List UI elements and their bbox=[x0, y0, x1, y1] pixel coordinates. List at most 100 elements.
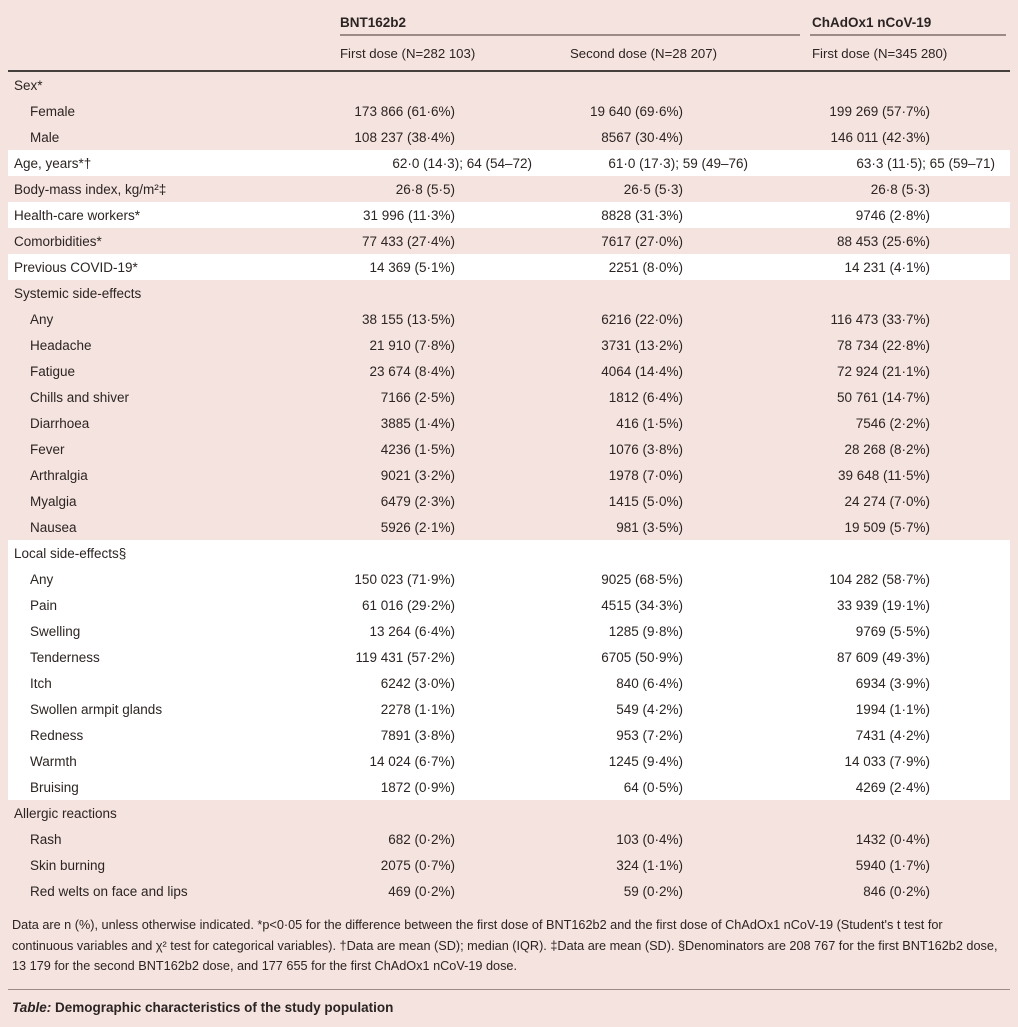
row-label: Any bbox=[30, 311, 54, 327]
table-cell: 88 453 (25·6%) bbox=[836, 233, 930, 249]
table-cell: 59 (0·2%) bbox=[623, 883, 683, 899]
table-cell: 78 734 (22·8%) bbox=[836, 337, 930, 353]
table-row: Swelling 13 264 (6·4%) 1285 (9·8%) 9769 (5·… bbox=[8, 618, 1010, 644]
row-label: Female bbox=[30, 103, 76, 119]
row-label: Systemic side-effects bbox=[14, 285, 142, 301]
caption-text: Demographic characteristics of the study… bbox=[51, 1000, 394, 1015]
table-cell: 77 433 (27·4%) bbox=[361, 233, 455, 249]
table-cell: 26·5 (5·3) bbox=[623, 181, 683, 197]
table-cell: 199 269 (57·7%) bbox=[829, 103, 930, 119]
table-cell: 14 369 (5·1%) bbox=[369, 259, 455, 275]
row-label: Body-mass index, kg/m²‡ bbox=[14, 181, 167, 197]
row-label: Sex* bbox=[14, 77, 43, 93]
table-cell: 1812 (6·4%) bbox=[608, 389, 683, 405]
table-cell: 6479 (2·3%) bbox=[380, 493, 455, 509]
row-label: Red welts on face and lips bbox=[30, 883, 188, 899]
table-cell: 64 (0·5%) bbox=[623, 779, 683, 795]
table-row: Warmth 14 024 (6·7%) 1245 (9·4%) 14 033 (7·… bbox=[8, 748, 1010, 774]
row-label: Allergic reactions bbox=[14, 805, 117, 821]
row-label: Redness bbox=[30, 727, 84, 743]
row-label: Swelling bbox=[30, 623, 81, 639]
table-cell: 33 939 (19·1%) bbox=[836, 597, 930, 613]
table-cell: 3731 (13·2%) bbox=[601, 337, 683, 353]
table-row: Body-mass index, kg/m²‡ 26·8 (5·5) 26·5 (5… bbox=[8, 176, 1010, 202]
table-caption: Table: Demographic characteristics of th… bbox=[8, 990, 1010, 1027]
row-label: Warmth bbox=[30, 753, 77, 769]
table-cell: 26·8 (5·5) bbox=[395, 181, 455, 197]
table-row: Female 173 866 (61·6%) 19 640 (69·6%) 199 2… bbox=[8, 98, 1010, 124]
table-cell: 72 924 (21·1%) bbox=[836, 363, 930, 379]
column-group-bnt162b2: BNT162b2 bbox=[340, 15, 407, 30]
table-cell: 104 282 (58·7%) bbox=[829, 571, 930, 587]
table-cell: 9021 (3·2%) bbox=[380, 467, 455, 483]
table-row: Fatigue 23 674 (8·4%) 4064 (14·4%) 72 924 (… bbox=[8, 358, 1010, 384]
table-cell: 5926 (2·1%) bbox=[380, 519, 455, 535]
table-cell: 7166 (2·5%) bbox=[380, 389, 455, 405]
table-group-row: Allergic reactions bbox=[8, 800, 1010, 826]
table-cell: 28 268 (8·2%) bbox=[844, 441, 930, 457]
table-cell: 324 (1·1%) bbox=[616, 857, 683, 873]
table-cell: 38 155 (13·5%) bbox=[361, 311, 455, 327]
table-cell: 23 674 (8·4%) bbox=[369, 363, 455, 379]
table-cell: 61 016 (29·2%) bbox=[361, 597, 455, 613]
row-label: Tenderness bbox=[30, 649, 100, 665]
table-cell: 5940 (1·7%) bbox=[855, 857, 930, 873]
row-label: Bruising bbox=[30, 779, 79, 795]
table-cell: 1432 (0·4%) bbox=[855, 831, 930, 847]
table-row: Diarrhoea 3885 (1·4%) 416 (1·5%) 7546 (2·2%… bbox=[8, 410, 1010, 436]
row-label: Comorbidities* bbox=[14, 233, 102, 249]
table-row: Fever 4236 (1·5%) 1076 (3·8%) 28 268 (8·2%) bbox=[8, 436, 1010, 462]
chadox1-group-rule bbox=[810, 34, 1006, 36]
table-cell: 469 (0·2%) bbox=[388, 883, 455, 899]
column-header-bnt-second-dose: Second dose (N=28 207) bbox=[570, 45, 717, 61]
table-cell: 416 (1·5%) bbox=[616, 415, 683, 431]
table-cell: 4064 (14·4%) bbox=[601, 363, 683, 379]
column-header-row: First dose (N=282 103) Second dose (N=28… bbox=[8, 36, 1010, 70]
table-cell: 9025 (68·5%) bbox=[601, 571, 683, 587]
table-cell: 13 264 (6·4%) bbox=[369, 623, 455, 639]
table-cell: 7431 (4·2%) bbox=[855, 727, 930, 743]
table-cell: 103 (0·4%) bbox=[616, 831, 683, 847]
table-cell: 1245 (9·4%) bbox=[608, 753, 683, 769]
table-cell: 840 (6·4%) bbox=[616, 675, 683, 691]
row-label: Itch bbox=[30, 675, 52, 691]
column-group-header-row: BNT162b2 ChAdOx1 nCoV-19 bbox=[8, 8, 1010, 30]
row-label: Fatigue bbox=[30, 363, 76, 379]
table-cell: 9769 (5·5%) bbox=[855, 623, 930, 639]
row-label: Male bbox=[30, 129, 60, 145]
table-cell: 50 761 (14·7%) bbox=[836, 389, 930, 405]
table-cell: 6934 (3·9%) bbox=[855, 675, 930, 691]
row-label: Nausea bbox=[30, 519, 77, 535]
group-rules bbox=[8, 34, 1010, 36]
table-cell: 4269 (2·4%) bbox=[855, 779, 930, 795]
row-label: Fever bbox=[30, 441, 65, 457]
row-label: Headache bbox=[30, 337, 92, 353]
table-row: Male 108 237 (38·4%) 8567 (30·4%) 146 011 (… bbox=[8, 124, 1010, 150]
table-cell: 14 033 (7·9%) bbox=[844, 753, 930, 769]
table-row: Health-care workers* 31 996 (11·3%) 8828 (… bbox=[8, 202, 1010, 228]
table-cell: 19 640 (69·6%) bbox=[589, 103, 683, 119]
table-row: Red welts on face and lips 469 (0·2%) 59 (… bbox=[8, 878, 1010, 904]
table-cell: 6705 (50·9%) bbox=[601, 649, 683, 665]
table-row: Rash 682 (0·2%) 103 (0·4%) 1432 (0·4%) bbox=[8, 826, 1010, 852]
table-group-row: Systemic side-effects bbox=[8, 280, 1010, 306]
table-cell: 682 (0·2%) bbox=[388, 831, 455, 847]
column-header-bnt-first-dose: First dose (N=282 103) bbox=[340, 45, 476, 61]
table-cell: 150 023 (71·9%) bbox=[354, 571, 455, 587]
caption-label: Table: bbox=[12, 1000, 52, 1015]
table-row: Nausea 5926 (2·1%) 981 (3·5%) 19 509 (5·7%) bbox=[8, 514, 1010, 540]
table-cell: 1978 (7·0%) bbox=[608, 467, 683, 483]
table-cell: 4236 (1·5%) bbox=[380, 441, 455, 457]
table-cell: 7546 (2·2%) bbox=[855, 415, 930, 431]
row-label: Age, years*† bbox=[14, 155, 92, 171]
table-row: Swollen armpit glands 2278 (1·1%) 549 (4·2… bbox=[8, 696, 1010, 722]
table-cell: 63·3 (11·5); 65 (59–71) bbox=[856, 155, 995, 171]
table-cell: 4515 (34·3%) bbox=[601, 597, 683, 613]
table-footnote: Data are n (%), unless otherwise indicat… bbox=[12, 918, 998, 973]
row-label: Myalgia bbox=[30, 493, 77, 509]
table-cell: 1285 (9·8%) bbox=[608, 623, 683, 639]
bnt162b2-group-rule bbox=[340, 34, 800, 36]
table-cell: 14 024 (6·7%) bbox=[369, 753, 455, 769]
